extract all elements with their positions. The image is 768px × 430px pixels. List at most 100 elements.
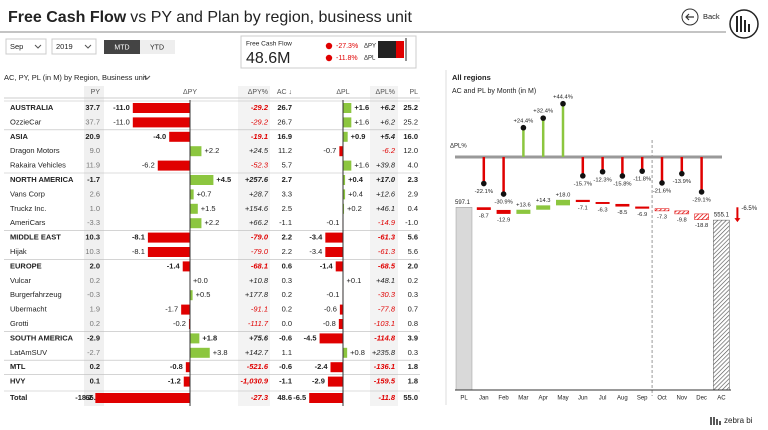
variance-bar [169,131,190,142]
cell-value: -61.3 [378,247,396,256]
lollipop-dot [599,168,606,175]
variance-label: -2.9 [312,377,325,386]
cell-value: 3.9 [408,333,418,342]
back-icon[interactable] [681,8,699,26]
cell-value: -114.8 [374,333,396,342]
variance-label: +0.5 [196,290,211,299]
page-title: Free Cash Flow vs PY and Plan by region, … [8,9,412,26]
cell-value: 48.6 [277,393,292,402]
variance-label: -0.1 [327,290,340,299]
cell-value: +6.2 [380,117,396,126]
chart-title: All regions [452,73,491,82]
variance-bar [343,131,348,142]
cell-value: -1,030.9 [240,377,268,386]
column-header: PY [91,89,101,96]
logo [729,9,759,39]
variance-bar [190,218,202,229]
variance-label: +1.5 [201,204,216,213]
cell-value: 2.7 [282,175,292,184]
cell-value: +46.1 [376,204,395,213]
variance-label: +0.4 [348,189,363,198]
x-tick-label: Nov [676,396,687,402]
period-toggle[interactable]: MTD YTD [104,40,175,54]
lollipop-label: -22.1% [475,189,493,195]
cell-value: -3.3 [87,218,100,227]
cell-value: 26.7 [277,103,292,112]
cell-value: +154.6 [245,204,269,213]
cell-value: 2.2 [282,247,292,256]
cell-value: 0.2 [282,290,292,299]
variance-bar [95,393,190,403]
variance-label: +2.2 [204,218,219,227]
delta-label: -6.3 [598,207,608,213]
delta-bar [516,209,531,214]
variance-bar [327,376,343,387]
chevron[interactable] [143,75,151,80]
cell-value: -111.7 [248,319,269,328]
cell-value: 0.2 [90,276,100,285]
cell-value: 2.0 [408,261,418,270]
kpi-delta: -27.3% [336,43,358,50]
row-label: Total [10,393,27,402]
delta-label: -8.7 [479,213,489,219]
variance-label: +0.4 [348,175,364,184]
toggle-ytd[interactable] [140,40,175,54]
variance-bar [343,203,345,214]
lollipop-dot [619,173,626,179]
cell-value: -6.2 [382,146,396,155]
brand-name: zebra bi [724,416,753,425]
cell-value: 66.8 [85,393,100,402]
variance-bar [183,376,190,387]
variance-label: -0.6 [324,305,337,314]
cell-value: +17.0 [376,175,396,184]
end-bar [713,219,730,391]
variance-bar [190,203,198,214]
cell-value: -0.6 [279,362,292,371]
toggle-mtd[interactable] [104,40,140,54]
variance-bar [343,160,352,171]
cell-value: -79.0 [251,233,269,242]
variance-bar [190,333,200,344]
cell-value: 1.8 [408,362,418,371]
column-band [370,86,398,406]
kpi-title: Free Cash Flow [246,41,292,48]
cell-value: 1.0 [90,204,100,213]
back-label[interactable]: Back [703,12,720,21]
x-tick-label: Dec [696,396,707,402]
variance-label: +1.6 [354,117,369,126]
lollipop-label: -21.6% [653,188,671,194]
cell-value: 3.3 [282,189,292,198]
cell-value: 16.9 [277,132,292,141]
cell-value: +235.8 [372,348,396,357]
back-button[interactable]: Back [681,8,720,26]
x-tick-label: Sep [637,396,648,402]
cell-value: 37.7 [85,117,100,126]
month-value[interactable]: Sep [10,42,23,51]
variance-bar [190,189,194,200]
cell-value: 1.1 [282,348,292,357]
toggle-label[interactable]: YTD [150,44,164,51]
column-header: ΔPY [183,89,197,96]
year-value[interactable]: 2019 [56,42,73,51]
chart-subtitle: AC and PL by Month (in M) [452,88,536,95]
row-label: AmeriCars [10,218,46,227]
delta-bar [556,199,570,206]
x-tick-label: Feb [498,396,509,402]
delta-bar [536,205,551,210]
cell-value: 2.5 [282,204,292,213]
cell-value: -29.2 [251,117,269,126]
cell-value: 1.9 [90,305,100,314]
row-label: MTL [10,362,26,371]
variance-label: +0.0 [193,276,208,285]
cell-value: 0.3 [282,276,292,285]
cell-value: 55.0 [403,393,418,402]
variance-label: -1.4 [167,261,181,270]
month-filter[interactable]: Sep [5,38,47,55]
cell-value: 0.3 [408,348,418,357]
toggle-label[interactable]: MTD [114,44,129,51]
delta-bar [635,206,650,209]
variance-label: -1.2 [168,377,181,386]
row-label: Dragon Motors [10,146,60,155]
year-filter[interactable]: 2019 [51,38,97,55]
lollipop-dot [500,191,507,197]
